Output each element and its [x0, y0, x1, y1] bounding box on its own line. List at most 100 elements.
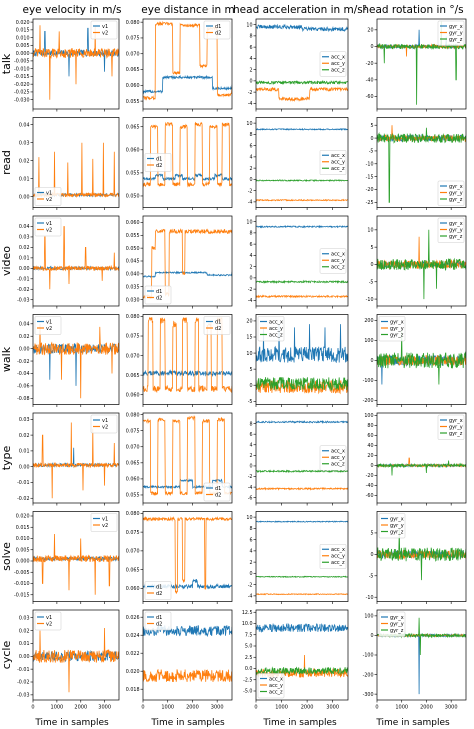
legend-label-gyr_x: gyr_x	[390, 615, 404, 621]
series-line-v2	[33, 25, 119, 100]
legend-label-acc_y: acc_y	[331, 61, 345, 67]
y-tick-label: -4	[248, 101, 253, 107]
y-tick-label: 0	[370, 358, 373, 364]
legend-label-d1: d1	[215, 319, 221, 325]
y-tick-label: 7.5	[245, 632, 253, 638]
y-tick-label: 8	[249, 231, 252, 237]
y-tick-label: 0.075	[126, 428, 140, 434]
series-lines	[33, 226, 119, 290]
y-tick-label: -60	[366, 493, 374, 499]
series-line-d1	[143, 625, 232, 638]
series-line-v2	[33, 226, 119, 290]
y-tick-label: -6	[248, 495, 253, 501]
y-tick-label: 0.050	[126, 246, 140, 252]
panel-frame	[32, 511, 120, 602]
legend-label-d2: d2	[215, 326, 221, 332]
x-tick-label: 0	[141, 705, 144, 711]
y-tick-label: 0.00	[19, 346, 30, 352]
series-line-acc_x	[256, 224, 348, 229]
legend-label-gyr_x: gyr_x	[449, 221, 463, 227]
x-tick-label: 1000	[275, 705, 288, 711]
legend-label-v2: v2	[46, 326, 52, 332]
legend-label-acc_x: acc_x	[269, 319, 283, 325]
y-tick-label: -4	[248, 298, 253, 304]
panel-frame	[142, 511, 233, 602]
y-tick-label: 0	[249, 276, 252, 282]
y-tick-label: -5	[369, 573, 374, 579]
y-tick-label: -0.015	[14, 592, 29, 598]
series-line-acc_z	[256, 377, 348, 392]
series-line-v2	[33, 323, 119, 399]
panel-frame	[255, 511, 349, 602]
y-tick-label: 0.00	[19, 654, 30, 660]
series-line-d1	[143, 74, 232, 95]
legend-label-d1: d1	[156, 615, 162, 621]
panel-frame	[32, 215, 120, 307]
panel-cycle-1: -0.03 -0.02 -0.01 0.00 0.01 0.02 0.03 0 1000 2000…	[17, 609, 120, 711]
y-tick-label: 8	[249, 132, 252, 138]
series-lines	[256, 520, 348, 596]
legend-label-d1: d1	[215, 486, 221, 492]
y-tick-label: -5.0	[243, 689, 252, 695]
legend-label-acc_z: acc_z	[331, 462, 345, 468]
legend-label-v1: v1	[102, 516, 108, 522]
y-tick-label: 0.075	[126, 36, 140, 42]
y-tick-label: 0.026	[126, 615, 140, 621]
legend-label-gyr_y: gyr_y	[390, 523, 404, 529]
series-line-d2	[143, 20, 232, 101]
y-tick-label: 4	[249, 155, 252, 161]
series-line-acc_x	[256, 127, 348, 131]
series-lines	[33, 323, 119, 399]
legend-label-gyr_y: gyr_y	[390, 621, 404, 627]
series-line-gyr_z	[377, 330, 466, 385]
legend-label-d2: d2	[156, 295, 162, 301]
y-tick-label: 8	[249, 34, 252, 40]
y-tick-label: -10	[366, 297, 374, 303]
x-tick-label: 0	[31, 705, 34, 711]
column-title-head-rotation: head rotation in °/s	[362, 4, 463, 16]
y-tick-label: -0.005	[14, 59, 29, 65]
panel-frame	[376, 18, 467, 110]
y-tick-label: 0.030	[126, 297, 140, 303]
y-tick-label: 0.060	[126, 148, 140, 154]
y-tick-label: 20	[367, 28, 373, 34]
legend-label-gyr_z: gyr_z	[449, 234, 463, 240]
y-tick-label: 0.050	[126, 194, 140, 200]
y-tick-label: -40	[366, 78, 374, 84]
legend-label-gyr_y: gyr_y	[390, 326, 404, 332]
y-tick-label: 0.02	[19, 628, 30, 634]
row-label-solve: solve	[0, 542, 13, 571]
legend-label-gyr_z: gyr_z	[449, 431, 463, 437]
y-tick-label: 10	[246, 351, 252, 357]
y-tick-label: -0.020	[14, 82, 29, 88]
y-tick-label: -4	[248, 200, 253, 206]
row-label-talk: talk	[0, 53, 13, 74]
y-tick-label: 60	[367, 433, 373, 439]
panel-frame	[255, 412, 349, 504]
series-lines	[377, 528, 466, 581]
y-tick-label: 0	[370, 262, 373, 268]
y-tick-label: -100	[363, 653, 374, 659]
y-tick-label: 0.03	[19, 140, 30, 146]
series-line-acc_y	[256, 86, 348, 103]
y-tick-label: 0.055	[126, 99, 140, 105]
row-label-video: video	[0, 246, 13, 276]
y-tick-label: 0.00	[19, 464, 30, 470]
y-tick-label: 2	[249, 67, 252, 73]
y-tick-label: -0.02	[17, 680, 29, 686]
legend-label-gyr_y: gyr_y	[449, 30, 463, 36]
